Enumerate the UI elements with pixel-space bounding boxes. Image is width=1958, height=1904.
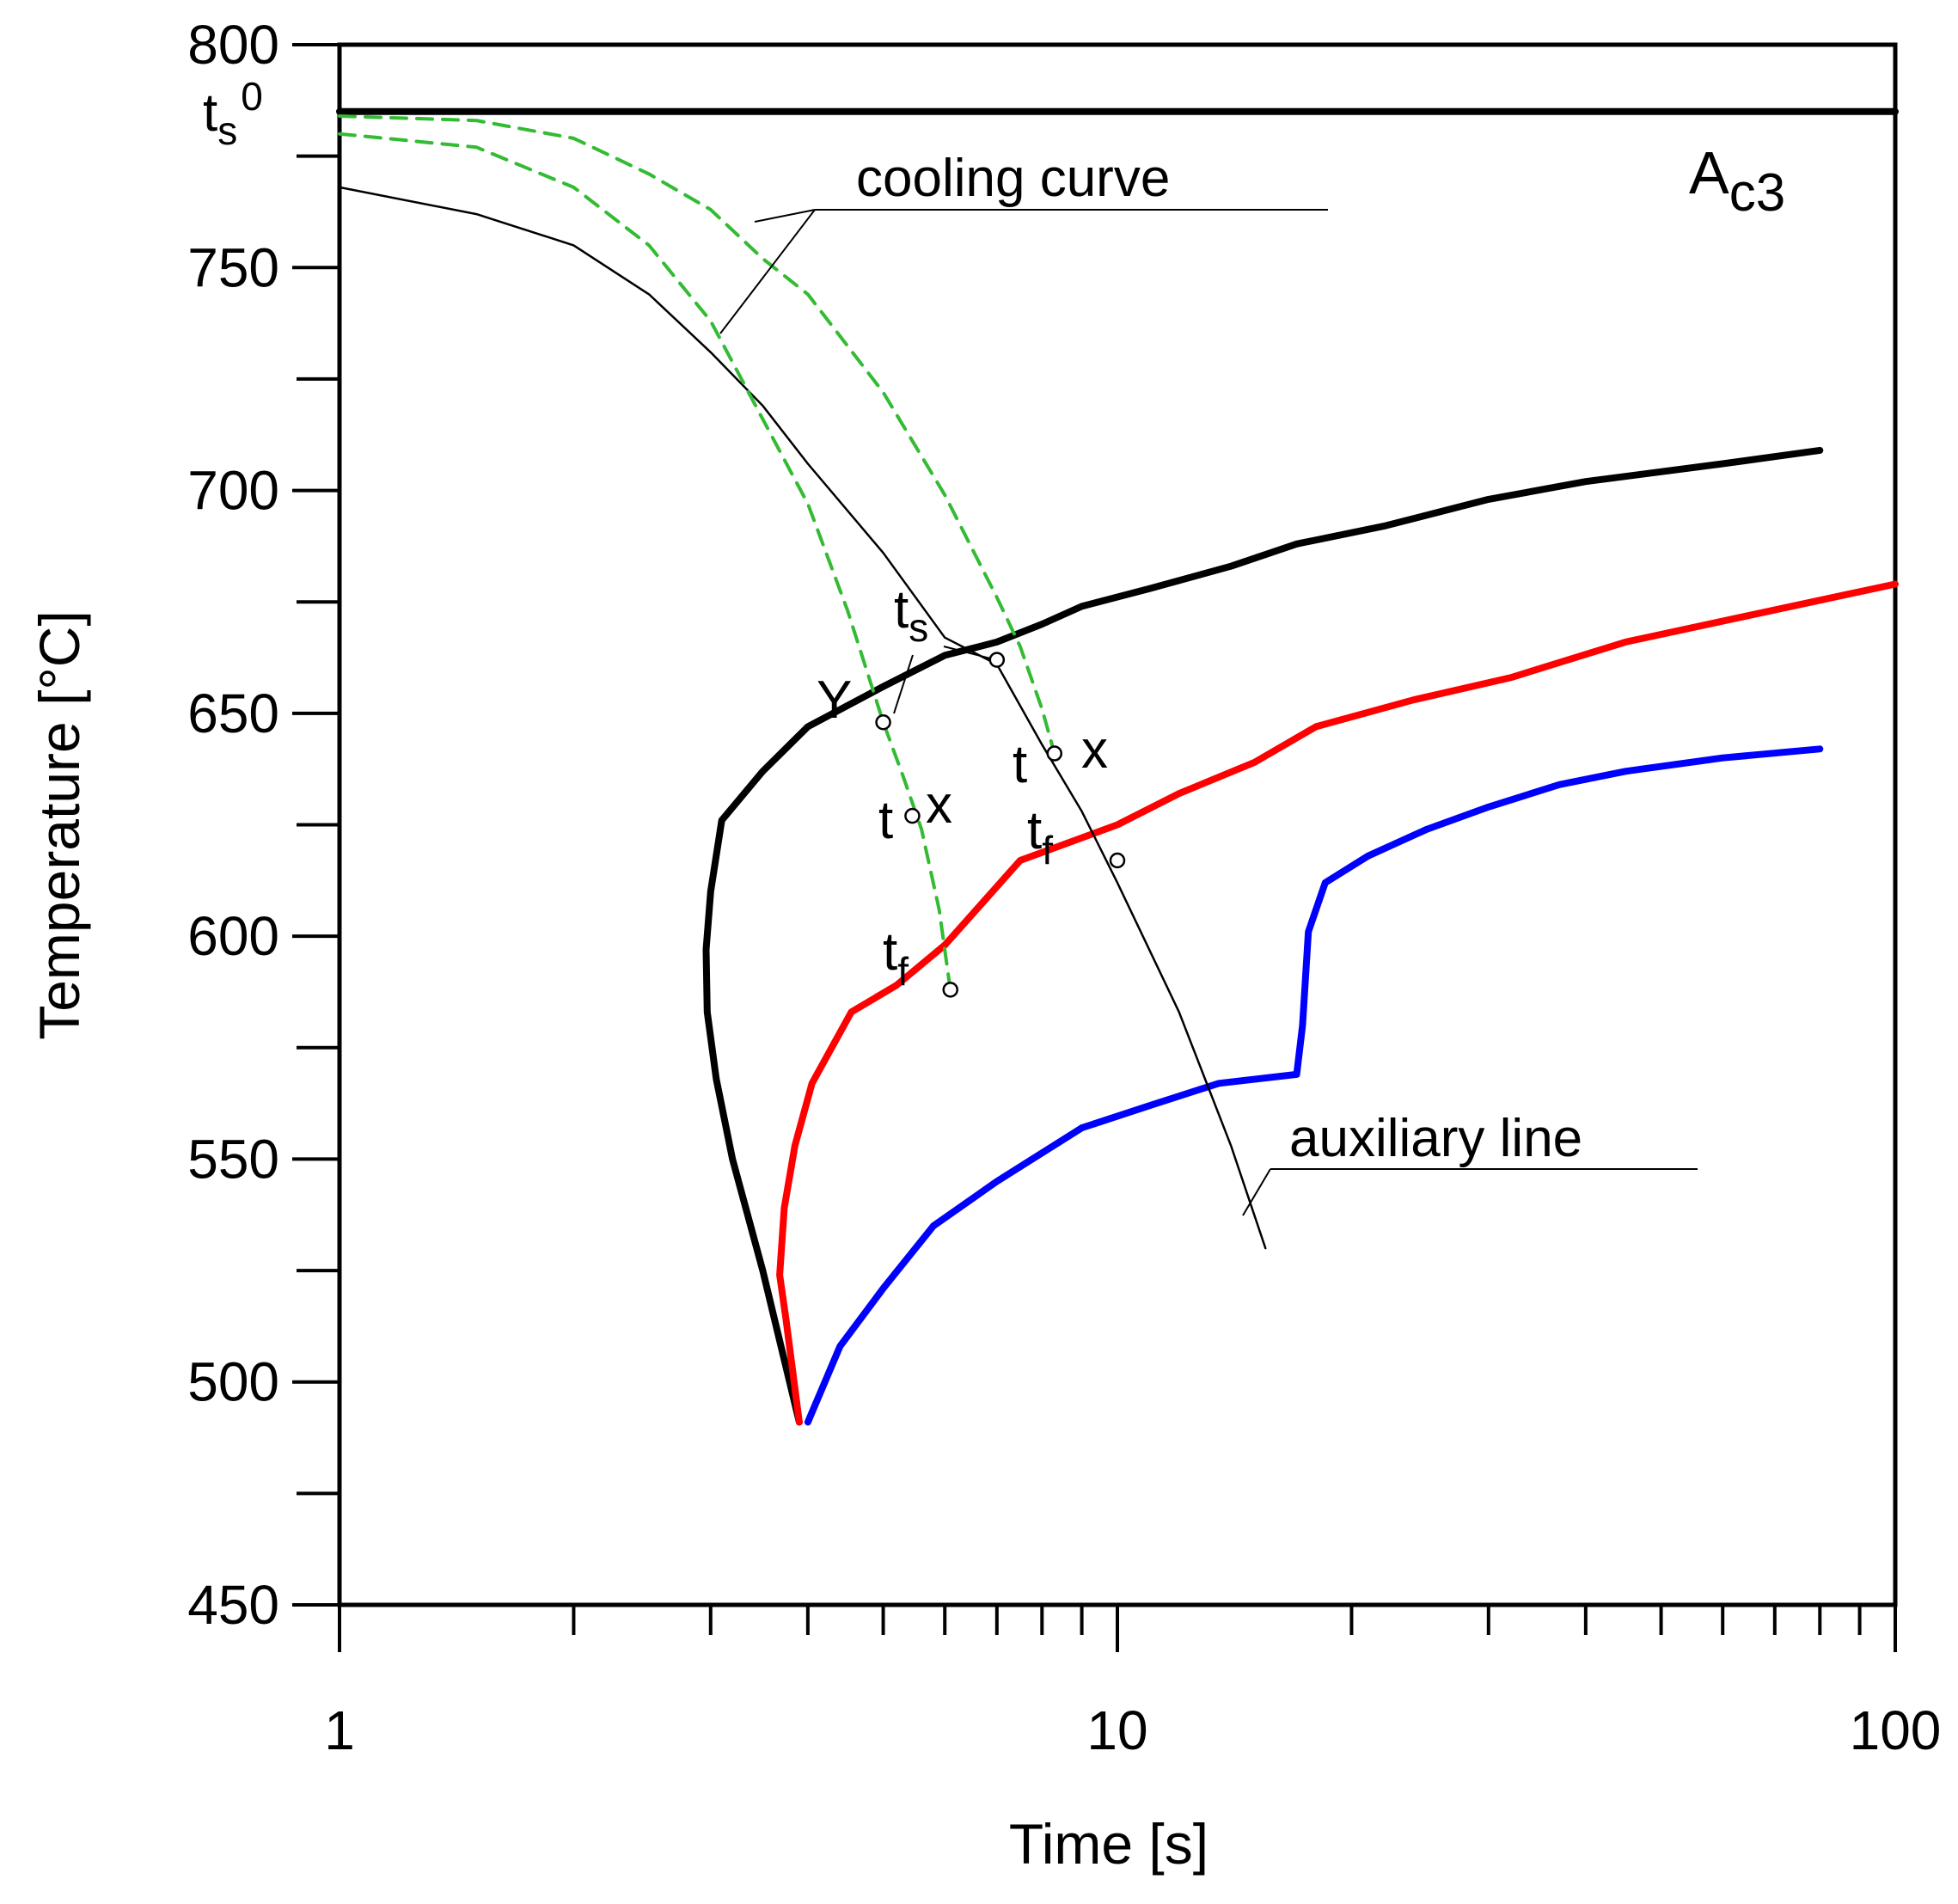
series-layer: [336, 107, 1899, 1426]
ac3-label: Ac3: [1689, 139, 1785, 223]
x-tick-label: 1: [324, 1699, 355, 1761]
ts-leader-left: [893, 654, 914, 714]
tx-left-x-label: x: [926, 775, 952, 835]
tx-right-t-label: t: [1013, 735, 1027, 794]
y-point-label: Y: [817, 670, 852, 730]
leader-lines: [719, 209, 1698, 1216]
y-tick-label: 600: [187, 905, 279, 967]
y-tick-label: 450: [187, 1574, 279, 1636]
cooling-curve-label: cooling curve: [856, 149, 1170, 208]
y-axis-ticks: 450 500 550 600 650 700 750 800: [187, 14, 340, 1636]
marker-ts: [988, 652, 1006, 668]
series-cooling-curve-shifted-1: [338, 132, 952, 992]
auxiliary-line-label: auxiliary line: [1289, 1109, 1582, 1168]
marker-tx-right: [1046, 745, 1063, 762]
tx-right-x-label: x: [1081, 720, 1108, 780]
cooling-leader-upper: [754, 209, 816, 223]
series-cooling-curve: [338, 186, 1267, 1250]
y-tick-label: 550: [187, 1128, 279, 1190]
series-cooling-curve-shifted-2: [338, 114, 1056, 756]
tf-right-label: tf: [1027, 801, 1053, 872]
x-axis-title: Time [s]: [1009, 1812, 1208, 1876]
x-axis-ticks: 1 10 100: [324, 1605, 1941, 1761]
y-axis-title: Temperature [°C]: [28, 610, 91, 1040]
y-tick-label: 700: [187, 460, 279, 522]
ts-label: ts: [894, 580, 928, 650]
y-tick-label: 800: [187, 14, 279, 76]
x-tick-label: 10: [1086, 1699, 1147, 1761]
ts0-label: ts0: [203, 74, 263, 153]
y-tick-label: 750: [187, 236, 279, 298]
marker-tf-right: [1109, 852, 1126, 869]
marker-Y: [875, 713, 891, 731]
marker-tf-left: [942, 982, 958, 998]
x-tick-label: 100: [1850, 1699, 1942, 1761]
tx-left-t-label: t: [878, 791, 893, 850]
auxiliary-leader-diagonal: [1242, 1168, 1271, 1216]
y-tick-label: 650: [187, 683, 279, 744]
series-intermediate: [776, 580, 1899, 1426]
marker-tx-left: [904, 807, 921, 824]
marker-layer: [875, 652, 1126, 998]
tf-left-label: tf: [883, 922, 909, 994]
cooling-leader-lower: [719, 209, 816, 334]
series-transformation-finish: [804, 745, 1824, 1426]
y-tick-label: 500: [187, 1351, 279, 1413]
ts-leader-right: [943, 646, 998, 661]
series-transformation-start: [702, 446, 1824, 1426]
